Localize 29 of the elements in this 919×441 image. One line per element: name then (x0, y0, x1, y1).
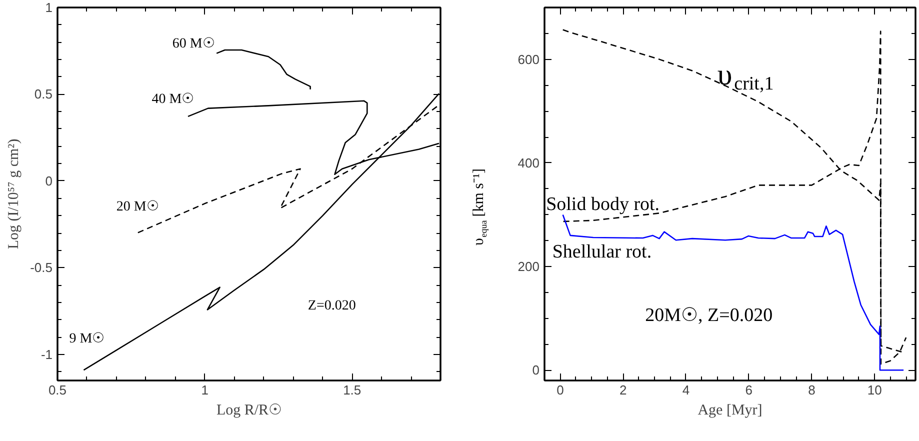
x-tick-label: 0 (556, 382, 564, 398)
x-axis-title: Age [Myr] (698, 402, 762, 418)
y-tick-label: 1 (45, 0, 53, 15)
y-tick-label: -0.5 (30, 260, 53, 276)
annotation: Z=0.020 (308, 298, 356, 314)
annotation: 20M☉, Z=0.020 (645, 305, 773, 326)
y-tick-label: 200 (518, 259, 540, 274)
y-axis-title: Log (I/10⁵⁷ g cm²) (6, 138, 22, 250)
y-tick-label: 0 (45, 173, 53, 188)
y-tick-label: 0 (532, 362, 540, 378)
x-tick-label: 1 (201, 382, 208, 398)
x-tick-label: 8 (808, 382, 816, 398)
x-tick-label: 10 (867, 382, 882, 398)
y-axis-title: υequa [km s⁻¹] (471, 168, 489, 246)
series-label: 20 M☉ (116, 200, 160, 215)
series-label: 40 M☉ (152, 92, 195, 107)
x-tick-label: 6 (745, 382, 752, 398)
x-tick-label: 1.5 (343, 382, 362, 398)
y-tick-label: 600 (518, 52, 540, 67)
y-tick-label: -1 (40, 346, 53, 362)
x-axis-title: Log R/R☉ (216, 402, 282, 418)
series-label: 60 M☉ (172, 36, 216, 52)
x-tick-label: 4 (682, 382, 690, 398)
y-tick-label: 400 (518, 155, 540, 170)
y-tick-label: 0.5 (34, 86, 53, 102)
x-tick-label: 2 (619, 382, 627, 398)
series-label: 9 M☉ (69, 331, 106, 346)
series-label: Solid body rot. (546, 194, 660, 215)
series-label: Shellular rot. (552, 242, 652, 263)
